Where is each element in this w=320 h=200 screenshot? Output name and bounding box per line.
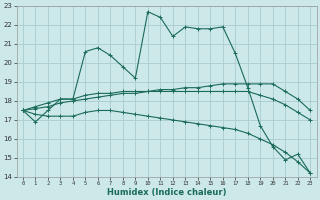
X-axis label: Humidex (Indice chaleur): Humidex (Indice chaleur) <box>107 188 226 197</box>
